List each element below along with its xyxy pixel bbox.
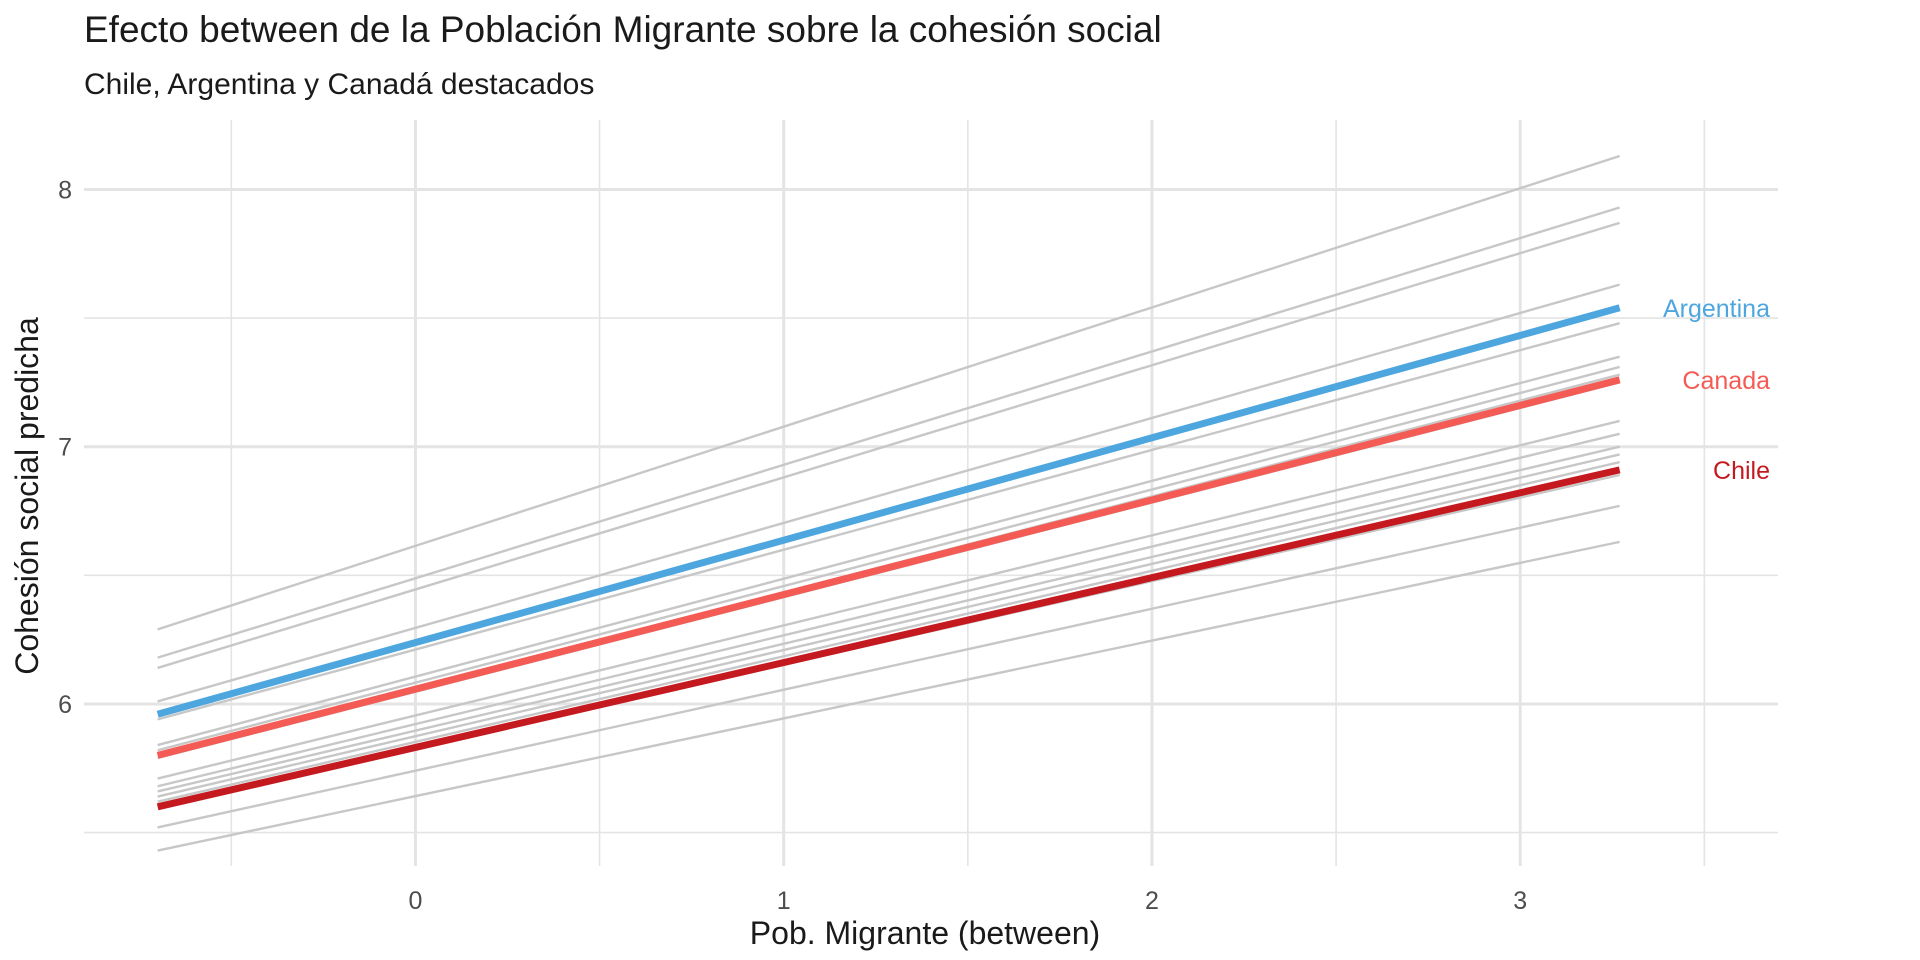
background-country-line — [157, 432, 1620, 788]
chart-title: Efecto between de la Población Migrante … — [84, 9, 1162, 50]
background-country-line — [157, 504, 1620, 829]
y-axis-title: Cohesión social predicha — [9, 317, 45, 675]
series-label-chile: Chile — [1713, 457, 1770, 485]
x-tick-label: 1 — [777, 887, 791, 915]
series-labels: Argentina Canada Chile — [1663, 295, 1770, 485]
x-tick-label: 0 — [408, 887, 422, 915]
x-axis-title: Pob. Migrante (between) — [750, 915, 1100, 951]
background-country-line — [157, 453, 1620, 798]
background-country-line — [157, 419, 1620, 780]
series-line-argentina — [156, 304, 1621, 718]
grid-lines — [84, 120, 1778, 866]
background-country-line — [157, 460, 1620, 803]
background-country-line — [157, 322, 1620, 721]
background-series-group — [157, 154, 1621, 852]
x-tick-label: 3 — [1513, 887, 1527, 915]
background-country-line — [157, 445, 1620, 793]
background-country-line — [157, 221, 1620, 670]
series-label-canada: Canada — [1682, 367, 1770, 395]
background-country-line — [157, 365, 1620, 752]
x-tick-label: 2 — [1145, 887, 1159, 915]
background-country-line — [157, 355, 1620, 747]
tick-labels: 0 1 2 3 6 7 8 — [58, 176, 1527, 915]
series-line-chile — [156, 466, 1621, 811]
series-label-argentina: Argentina — [1663, 295, 1770, 323]
background-country-line — [157, 206, 1621, 659]
background-country-line — [157, 283, 1620, 703]
y-tick-label: 8 — [58, 176, 72, 204]
highlighted-series-group — [156, 304, 1621, 811]
background-country-line — [157, 154, 1621, 631]
y-tick-label: 7 — [58, 434, 72, 462]
chart-subtitle: Chile, Argentina y Canadá destacados — [84, 68, 594, 101]
background-country-line — [157, 540, 1620, 852]
y-tick-label: 6 — [58, 691, 72, 719]
series-line-canada — [156, 376, 1621, 759]
